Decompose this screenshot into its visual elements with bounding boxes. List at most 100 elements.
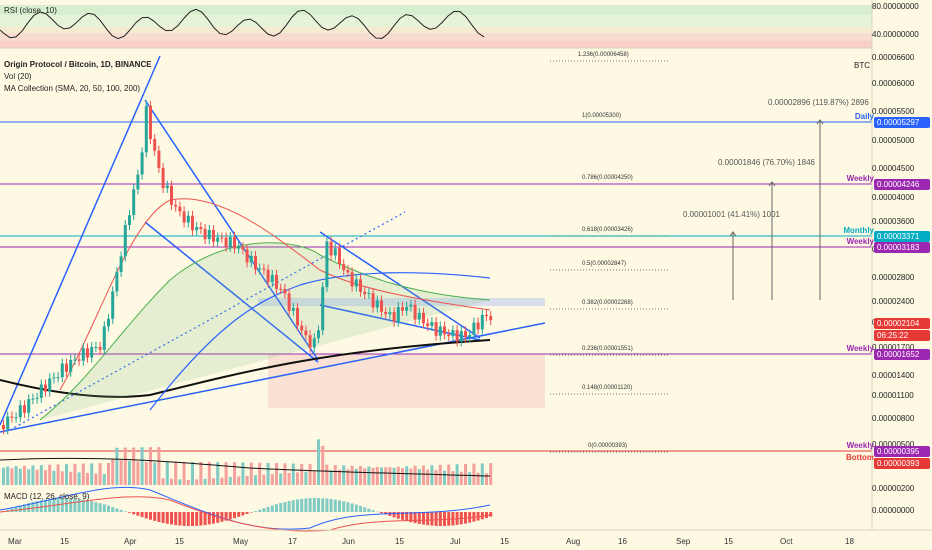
candle-body[interactable] <box>380 300 383 312</box>
candle-body[interactable] <box>27 399 31 413</box>
candle-body[interactable] <box>363 291 367 295</box>
candle-body[interactable] <box>447 334 451 337</box>
volume-legend[interactable]: Vol (20) <box>4 72 32 81</box>
candle-body[interactable] <box>233 236 236 249</box>
candle-body[interactable] <box>132 189 136 216</box>
rsi-legend[interactable]: RSI (close, 10) <box>4 6 57 15</box>
candle-body[interactable] <box>371 293 375 308</box>
candle-body[interactable] <box>359 279 362 292</box>
candle-body[interactable] <box>203 228 207 240</box>
candle-body[interactable] <box>480 314 484 330</box>
candle-body[interactable] <box>468 334 472 338</box>
candle-body[interactable] <box>178 206 182 212</box>
candle-body[interactable] <box>94 346 98 348</box>
candle-body[interactable] <box>266 269 270 283</box>
candle-body[interactable] <box>98 346 102 350</box>
candle-body[interactable] <box>65 363 68 372</box>
candle-body[interactable] <box>207 229 211 240</box>
candle-body[interactable] <box>182 211 186 223</box>
candle-body[interactable] <box>69 359 73 372</box>
candle-body[interactable] <box>123 225 127 257</box>
candle-body[interactable] <box>350 272 354 287</box>
candle-body[interactable] <box>300 325 304 331</box>
candle-body[interactable] <box>258 268 262 270</box>
candle-body[interactable] <box>317 330 320 339</box>
candle-body[interactable] <box>90 347 94 358</box>
candle-body[interactable] <box>401 306 404 311</box>
candle-body[interactable] <box>216 237 220 242</box>
candle-body[interactable] <box>224 237 228 247</box>
candle-body[interactable] <box>451 330 455 337</box>
candle-body[interactable] <box>434 322 438 336</box>
candle-body[interactable] <box>409 304 413 307</box>
candle-body[interactable] <box>140 152 144 175</box>
macd-legend[interactable]: MACD (12, 26, close, 9) <box>4 492 90 501</box>
candle-body[interactable] <box>291 307 295 311</box>
candle-body[interactable] <box>220 237 224 239</box>
candle-body[interactable] <box>60 363 64 378</box>
candle-body[interactable] <box>270 274 274 283</box>
candle-body[interactable] <box>262 268 266 270</box>
candle-body[interactable] <box>333 248 337 256</box>
candle-body[interactable] <box>245 249 249 263</box>
candle-body[interactable] <box>472 322 476 335</box>
candle-body[interactable] <box>241 246 245 250</box>
candle-body[interactable] <box>157 150 161 168</box>
candle-body[interactable] <box>14 417 18 419</box>
candle-body[interactable] <box>388 312 392 315</box>
candle-body[interactable] <box>199 226 203 229</box>
candle-body[interactable] <box>464 331 467 338</box>
candle-body[interactable] <box>10 416 14 418</box>
wedge-top-line[interactable] <box>144 99 319 361</box>
candle-body[interactable] <box>304 330 308 336</box>
candle-body[interactable] <box>56 377 60 379</box>
candle-body[interactable] <box>342 264 346 271</box>
candle-body[interactable] <box>329 241 333 256</box>
candle-body[interactable] <box>136 174 140 190</box>
candle-body[interactable] <box>392 312 396 322</box>
candle-body[interactable] <box>174 204 178 207</box>
candle-body[interactable] <box>107 318 110 327</box>
candle-body[interactable] <box>111 291 115 319</box>
candle-body[interactable] <box>438 326 442 336</box>
candle-body[interactable] <box>2 425 5 430</box>
wedge-bottom-line[interactable] <box>144 221 319 363</box>
candle-body[interactable] <box>325 241 329 288</box>
candle-body[interactable] <box>443 326 446 335</box>
candle-body[interactable] <box>476 322 480 330</box>
candle-body[interactable] <box>6 416 10 430</box>
candle-body[interactable] <box>296 307 299 326</box>
candle-body[interactable] <box>52 377 56 379</box>
candle-body[interactable] <box>422 312 425 324</box>
candle-body[interactable] <box>191 215 194 231</box>
candle-body[interactable] <box>73 359 77 361</box>
candle-body[interactable] <box>338 248 341 265</box>
candle-body[interactable] <box>161 167 165 188</box>
candle-body[interactable] <box>35 397 39 399</box>
candle-body[interactable] <box>308 335 312 348</box>
candle-body[interactable] <box>170 185 173 205</box>
candle-body[interactable] <box>430 322 434 326</box>
candle-body[interactable] <box>283 288 287 294</box>
candle-body[interactable] <box>237 246 241 249</box>
candle-body[interactable] <box>119 256 123 272</box>
candle-body[interactable] <box>115 271 119 292</box>
ma-legend[interactable]: MA Collection (SMA, 20, 50, 100, 200) <box>4 84 141 93</box>
candle-body[interactable] <box>254 255 257 270</box>
symbol-title[interactable]: Origin Protocol / Bitcoin, 1D, BINANCE <box>4 60 152 69</box>
candle-body[interactable] <box>165 185 169 188</box>
candle-body[interactable] <box>128 215 131 226</box>
candle-body[interactable] <box>186 215 190 223</box>
candle-body[interactable] <box>23 405 26 413</box>
candle-body[interactable] <box>275 274 278 289</box>
candle-body[interactable] <box>384 311 388 315</box>
candle-body[interactable] <box>39 384 43 398</box>
candle-body[interactable] <box>48 378 52 392</box>
candle-body[interactable] <box>354 279 358 287</box>
candle-body[interactable] <box>455 330 459 342</box>
candle-body[interactable] <box>396 306 400 322</box>
candle-body[interactable] <box>144 105 148 153</box>
candle-body[interactable] <box>405 306 409 311</box>
candle-body[interactable] <box>195 226 199 231</box>
